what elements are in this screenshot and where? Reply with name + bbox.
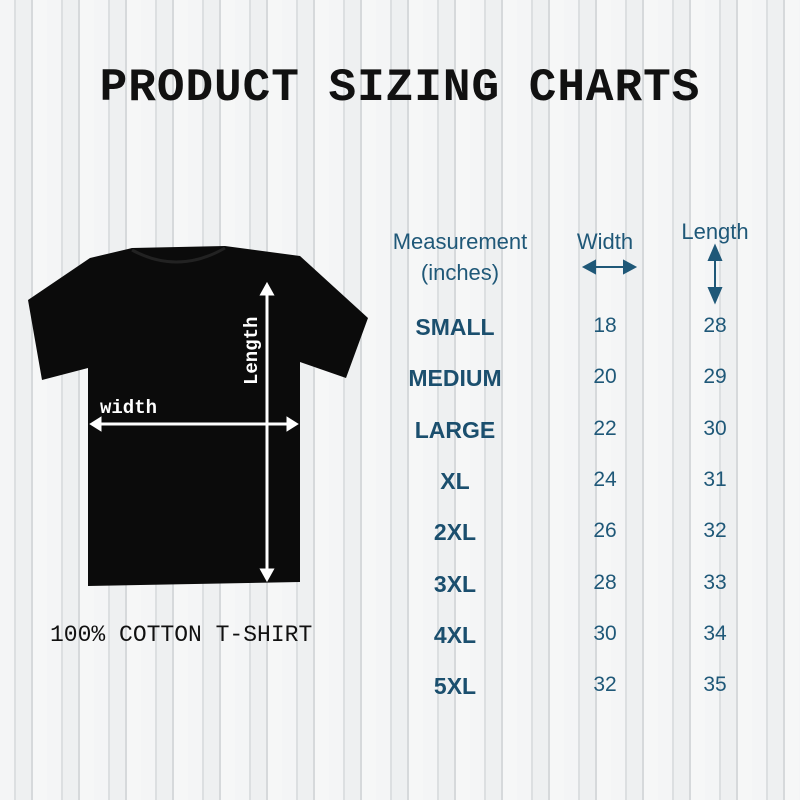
width-cell: 32 xyxy=(593,673,617,697)
size-cell: 3XL xyxy=(433,570,477,597)
size-cell: 2XL xyxy=(433,519,477,546)
tshirt-image xyxy=(28,246,368,586)
length-header-arrow-icon xyxy=(707,243,723,305)
shirt-caption: 100% COTTON T-SHIRT xyxy=(50,622,313,648)
length-cell: 28 xyxy=(703,314,727,337)
length-cell: 33 xyxy=(703,570,727,594)
length-cell: 32 xyxy=(703,519,727,543)
length-arrow-icon xyxy=(259,281,275,583)
width-cell: 30 xyxy=(593,621,617,645)
width-header-arrow-icon xyxy=(581,259,638,275)
width-cell: 26 xyxy=(593,519,617,543)
length-label: Length xyxy=(241,317,263,385)
size-cell: XL xyxy=(440,467,470,494)
length-cell: 34 xyxy=(703,621,727,645)
width-label: width xyxy=(100,397,157,419)
size-cell: SMALL xyxy=(415,314,495,340)
width-cell: 20 xyxy=(593,365,617,389)
measurement-header: Measurement (inches) xyxy=(380,226,540,288)
size-cell: 4XL xyxy=(433,621,477,648)
length-header: Length xyxy=(681,219,749,244)
size-cell: LARGE xyxy=(414,416,496,443)
length-cell: 30 xyxy=(703,416,727,440)
width-cell: 22 xyxy=(593,416,617,440)
width-cell: 18 xyxy=(593,314,617,337)
width-cell: 24 xyxy=(593,467,617,491)
width-header: Width xyxy=(576,229,634,254)
width-cell: 28 xyxy=(593,570,617,594)
unit-label: (inches) xyxy=(420,260,500,285)
neckline xyxy=(131,246,226,264)
width-arrow-icon xyxy=(89,416,299,432)
size-cell: 5XL xyxy=(433,673,477,700)
length-cell: 29 xyxy=(703,365,727,389)
size-cell: MEDIUM xyxy=(408,365,502,392)
length-cell: 31 xyxy=(703,467,727,491)
length-cell: 35 xyxy=(703,673,727,697)
measurement-label: Measurement xyxy=(392,229,528,254)
page-title: PRODUCT SIZING CHARTS xyxy=(99,62,701,114)
